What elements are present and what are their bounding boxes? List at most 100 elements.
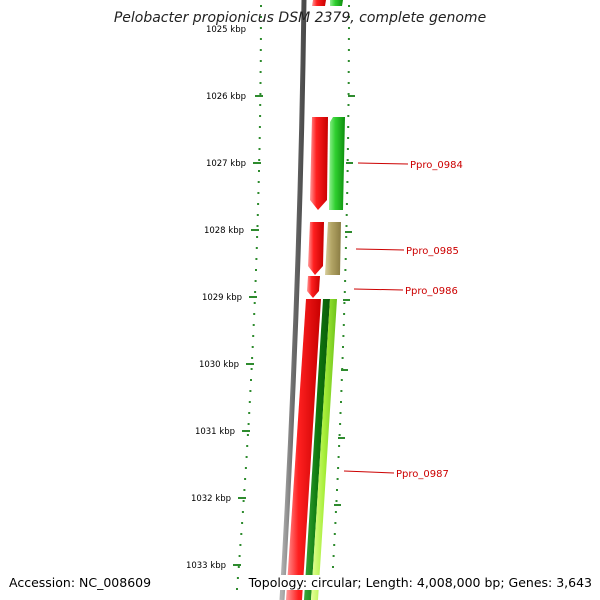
outer-track-dot [339, 412, 342, 414]
inner-scale-dot [259, 27, 262, 29]
inner-scale-dot [237, 566, 240, 568]
inner-scale-dot [257, 203, 260, 205]
inner-scale-dot [258, 148, 261, 150]
inner-scale-dot [253, 302, 256, 304]
inner-scale-dot [244, 478, 247, 480]
inner-scale-dot [248, 401, 251, 403]
outer-track-dot [345, 203, 348, 205]
outer-track-dot [343, 313, 346, 315]
gene-label-ppro-0986[interactable]: Ppro_0986 [405, 286, 458, 297]
inner-scale-dots [236, 5, 262, 590]
gene-forward-0985 [308, 222, 324, 275]
outer-track-dot [340, 390, 343, 392]
outer-track-dot [332, 566, 334, 568]
outer-track-dot [347, 82, 350, 84]
outer-track-dot [346, 159, 349, 161]
outer-track-dot [345, 236, 348, 238]
inner-scale-dot [236, 588, 238, 590]
inner-scale-dot [249, 390, 252, 392]
gene-leader-line [343, 470, 395, 474]
gene-label-ppro-0987[interactable]: Ppro_0987 [396, 469, 449, 480]
outer-track-dot [342, 335, 345, 337]
inner-scale-dot [258, 159, 261, 161]
gene-reverse-0987-light [311, 299, 337, 600]
reverse-strand [304, 0, 345, 600]
gene-forward-lower [286, 299, 321, 600]
inner-scale-dot [257, 181, 260, 183]
outer-track-dot [344, 269, 347, 271]
gene-forward-top [312, 0, 326, 6]
inner-scale-dot [241, 522, 244, 524]
scale-label: 1028 kbp [204, 226, 244, 236]
genome-summary-text: Topology: circular; Length: 4,008,000 bp… [248, 575, 592, 590]
outer-track-dot [338, 445, 341, 447]
scale-label: 1033 kbp [186, 561, 226, 571]
inner-scale-dot [239, 544, 242, 546]
outer-track-dot [346, 181, 349, 183]
outer-track-dot [347, 137, 350, 139]
inner-scale-dot [246, 434, 249, 436]
inner-scale-dot [258, 126, 261, 128]
outer-track-dot [348, 16, 350, 18]
outer-track-dot [343, 302, 346, 304]
outer-track-dot [345, 225, 348, 227]
inner-scale-dot [243, 489, 246, 491]
inner-scale-dot [255, 258, 258, 260]
outer-track-dot [347, 104, 350, 106]
inner-scale-dot [256, 236, 259, 238]
forward-strand [286, 0, 328, 600]
gene-label-ppro-0984[interactable]: Ppro_0984 [410, 160, 463, 171]
scale-label: 1030 kbp [199, 360, 239, 370]
gene-reverse-0984 [329, 117, 345, 210]
genome-title: Pelobacter propionicus DSM 2379, complet… [113, 10, 487, 26]
inner-scale-dot [253, 313, 256, 315]
gene-reverse-0985 [325, 222, 341, 275]
outer-track-dot [340, 379, 343, 381]
outer-track-dot [336, 478, 339, 480]
backbone-ring [279, 0, 307, 600]
outer-track-dot [332, 555, 335, 557]
inner-scale-dot [242, 500, 245, 502]
outer-track-dot [338, 434, 341, 436]
outer-track-dot [334, 511, 337, 513]
outer-track-dot [345, 214, 348, 216]
outer-track-dot [339, 423, 342, 425]
outer-track-dot [347, 60, 350, 62]
outer-track-dot [344, 247, 347, 249]
outer-track-dot [334, 522, 337, 524]
inner-scale-dot [259, 71, 262, 73]
gene-leader-line [357, 162, 409, 165]
inner-scale-dot [248, 412, 251, 414]
inner-scale-dot [259, 93, 262, 95]
scale-label: 1027 kbp [206, 159, 246, 169]
outer-track-dot [333, 533, 336, 535]
scale: 1025 kbp 1026 kbp 1027 kbp 1028 kbp 1029… [186, 25, 263, 571]
inner-scale-dot [236, 577, 239, 579]
inner-scale-dot [254, 280, 257, 282]
inner-scale-dot [246, 445, 249, 447]
outer-track-dot [335, 500, 338, 502]
outer-track-dot [337, 467, 340, 469]
scale-label: 1032 kbp [191, 494, 231, 504]
outer-track-dot [344, 280, 347, 282]
outer-track-dot [333, 544, 336, 546]
scale-label: 1031 kbp [195, 427, 235, 437]
inner-scale-dot [259, 38, 262, 40]
inner-scale-dot [259, 104, 262, 106]
outer-track-dot [342, 346, 344, 348]
scale-label: 1025 kbp [206, 25, 246, 35]
inner-scale-dot [256, 225, 259, 227]
outer-track-dot [344, 258, 347, 260]
outer-track-dot [347, 115, 350, 117]
outer-track-dot [340, 401, 342, 403]
inner-scale-dot [252, 324, 255, 326]
outer-track-dot [348, 27, 350, 29]
gene-label-ppro-0985[interactable]: Ppro_0985 [406, 246, 459, 257]
scale-label: 1029 kbp [202, 293, 242, 303]
inner-scale-dot [245, 456, 248, 458]
outer-track-dot [346, 192, 349, 194]
inner-scale-dot [240, 533, 243, 535]
outer-track-dot [348, 5, 350, 7]
outer-track-dot [346, 170, 349, 172]
